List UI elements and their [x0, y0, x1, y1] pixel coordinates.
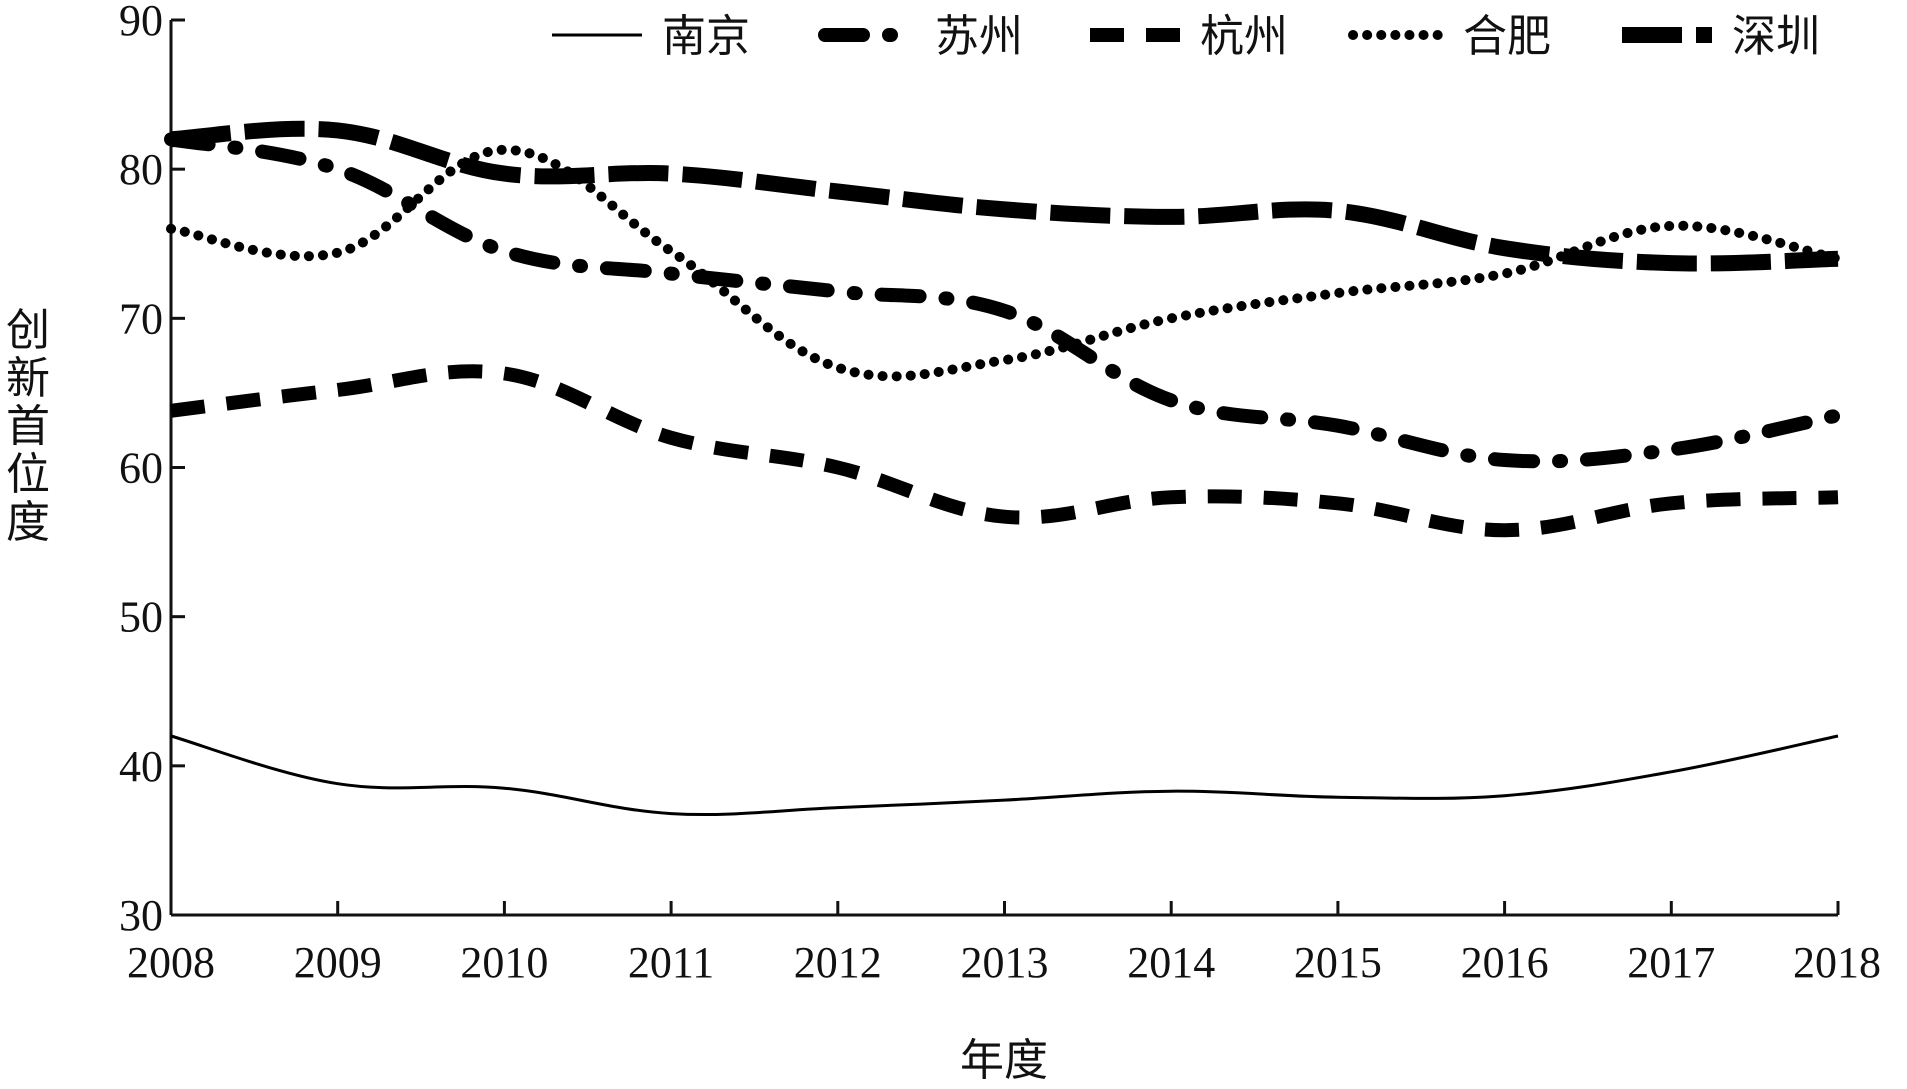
- series-line-3: [170, 364, 1839, 538]
- legend-label: 苏州: [935, 11, 1023, 62]
- legend-label: 南京: [662, 11, 750, 62]
- y-tick-label: 80: [119, 145, 163, 194]
- x-tick-label: 2008: [127, 938, 215, 987]
- y-tick-label: 60: [119, 444, 163, 493]
- series-line-2: [164, 132, 1845, 469]
- x-tick-label: 2016: [1461, 938, 1549, 987]
- y-tick-label: 50: [119, 593, 163, 642]
- y-ticks: 30 40 50 60 70 80 90: [119, 0, 185, 940]
- x-tick-label: 2012: [794, 938, 882, 987]
- x-tick-label: 2013: [961, 938, 1049, 987]
- x-tick-label: 2015: [1294, 938, 1382, 987]
- y-tick-label: 40: [119, 742, 163, 791]
- x-tick-label: 2014: [1127, 938, 1215, 987]
- x-tick-label: 2017: [1627, 938, 1715, 987]
- legend: 南京 苏州 杭州 合肥 深圳: [552, 11, 1820, 62]
- x-tick-label: 2010: [460, 938, 548, 987]
- series-line-1: [170, 734, 1839, 817]
- legend-label: 深圳: [1732, 11, 1820, 62]
- legend-label: 合肥: [1463, 11, 1551, 62]
- series-layer: [164, 120, 1845, 817]
- y-axis-title: 创新首位度: [6, 305, 50, 548]
- y-tick-label: 70: [119, 294, 163, 343]
- x-axis-title: 年度: [960, 1035, 1048, 1086]
- series-line-5: [170, 120, 1839, 272]
- x-ticks: 2008 2009 2010 2011 2012 2013 2014 2015 2016 2017…: [127, 901, 1881, 987]
- x-tick-label: 2018: [1793, 938, 1881, 987]
- legend-label: 杭州: [1200, 11, 1288, 62]
- y-tick-label: 30: [119, 891, 163, 940]
- y-tick-label: 90: [119, 0, 163, 45]
- x-tick-label: 2009: [294, 938, 382, 987]
- x-tick-label: 2011: [628, 938, 714, 987]
